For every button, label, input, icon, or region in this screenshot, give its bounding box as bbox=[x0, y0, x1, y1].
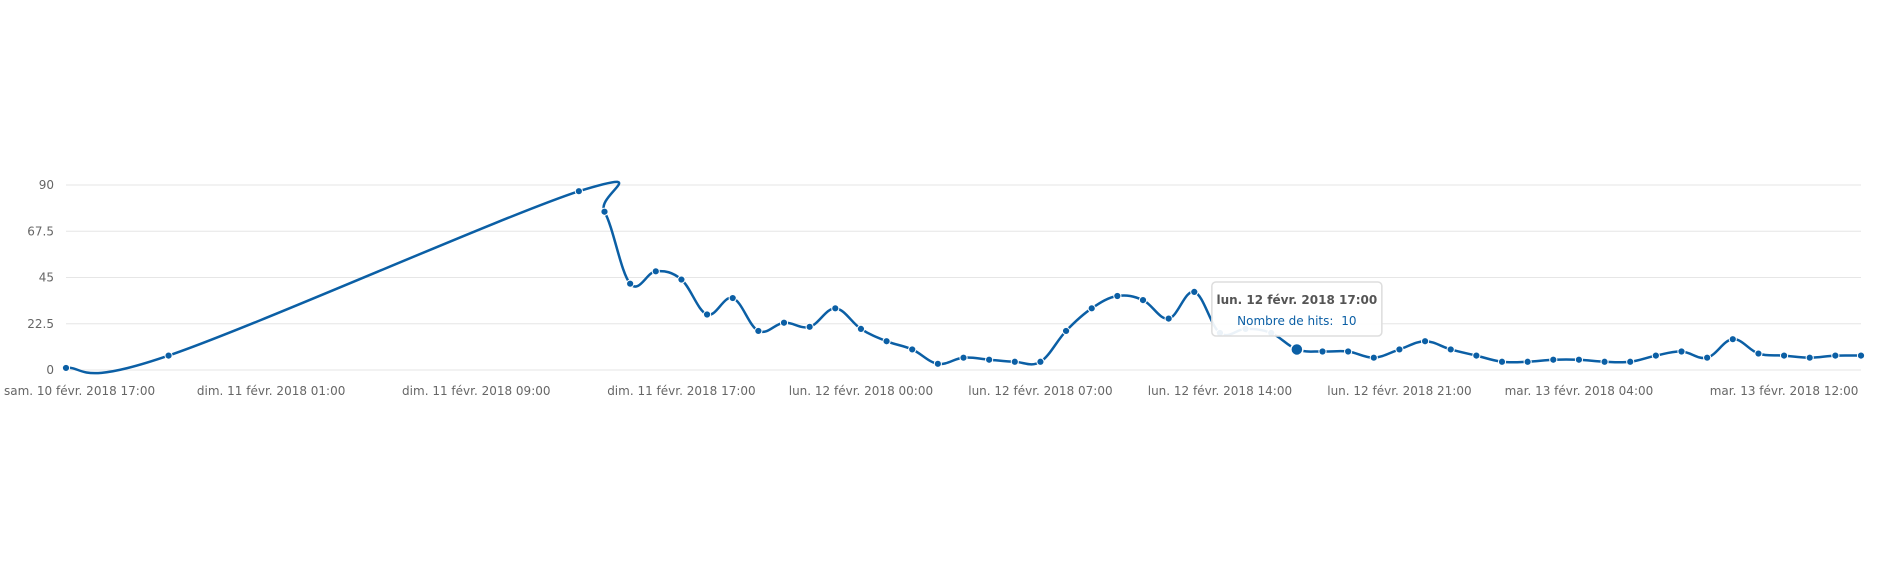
data-point[interactable] bbox=[985, 355, 994, 364]
x-tick-label: lun. 12 févr. 2018 00:00 bbox=[789, 384, 933, 398]
data-point[interactable] bbox=[754, 326, 763, 336]
data-point[interactable] bbox=[882, 337, 891, 346]
tooltip: lun. 12 févr. 2018 17:00 Nombre de hits:… bbox=[1211, 281, 1383, 337]
x-tick-label: mar. 13 févr. 2018 04:00 bbox=[1505, 384, 1654, 398]
data-point[interactable] bbox=[164, 351, 173, 360]
x-tick-label: lun. 12 févr. 2018 21:00 bbox=[1327, 384, 1471, 398]
x-tick-label: lun. 12 févr. 2018 14:00 bbox=[1148, 384, 1292, 398]
data-point[interactable] bbox=[1395, 345, 1404, 354]
data-point[interactable] bbox=[677, 275, 686, 284]
data-point[interactable] bbox=[1344, 347, 1353, 356]
data-point[interactable] bbox=[805, 322, 814, 331]
data-point[interactable] bbox=[1600, 357, 1609, 366]
data-point[interactable] bbox=[1754, 349, 1763, 358]
y-tick-label: 90 bbox=[39, 178, 54, 192]
data-point[interactable] bbox=[1061, 326, 1071, 336]
y-tick-label: 22.5 bbox=[27, 317, 54, 331]
data-point[interactable] bbox=[1164, 314, 1173, 323]
x-tick-label: dim. 11 févr. 2018 17:00 bbox=[607, 384, 755, 398]
data-point[interactable] bbox=[1677, 347, 1686, 356]
tooltip-series-label: Nombre de hits: bbox=[1237, 314, 1333, 328]
x-tick-label: sam. 10 févr. 2018 17:00 bbox=[4, 384, 155, 398]
data-point[interactable] bbox=[1651, 351, 1660, 360]
tooltip-title: lun. 12 févr. 2018 17:00 bbox=[1216, 293, 1377, 307]
data-point[interactable] bbox=[626, 279, 635, 288]
x-tick-label: dim. 11 févr. 2018 01:00 bbox=[197, 384, 345, 398]
data-point[interactable] bbox=[959, 353, 968, 362]
data-point[interactable] bbox=[1831, 351, 1840, 360]
data-point[interactable] bbox=[1523, 357, 1532, 366]
tooltip-value-number: 10 bbox=[1341, 314, 1356, 328]
data-point[interactable] bbox=[1113, 291, 1122, 301]
data-point[interactable] bbox=[856, 324, 866, 333]
series-points[interactable] bbox=[61, 187, 1866, 373]
grid-lines bbox=[66, 184, 1861, 371]
data-point[interactable] bbox=[574, 187, 583, 196]
data-point[interactable] bbox=[1010, 357, 1019, 366]
y-tick-label: 67.5 bbox=[27, 224, 54, 238]
data-point[interactable] bbox=[1446, 345, 1455, 354]
data-point[interactable] bbox=[908, 345, 917, 354]
x-axis-labels: sam. 10 févr. 2018 17:00 dim. 11 févr. 20… bbox=[4, 384, 1858, 398]
data-point[interactable] bbox=[728, 293, 737, 303]
x-tick-label: dim. 11 févr. 2018 09:00 bbox=[402, 384, 550, 398]
data-point[interactable] bbox=[600, 207, 609, 216]
data-point[interactable] bbox=[1549, 355, 1558, 364]
data-point[interactable] bbox=[1472, 351, 1481, 360]
x-tick-label: lun. 12 févr. 2018 07:00 bbox=[968, 384, 1112, 398]
data-point[interactable] bbox=[702, 310, 712, 319]
data-point[interactable] bbox=[1703, 353, 1712, 362]
data-point[interactable] bbox=[1420, 337, 1430, 346]
tooltip-value: Nombre de hits: 10 bbox=[1237, 314, 1356, 328]
data-point[interactable] bbox=[1369, 353, 1378, 362]
data-point[interactable] bbox=[1087, 304, 1096, 313]
data-point[interactable] bbox=[1497, 357, 1507, 366]
tooltip-box bbox=[1211, 281, 1383, 337]
data-point[interactable] bbox=[1728, 335, 1737, 344]
data-point[interactable] bbox=[1779, 351, 1789, 360]
y-tick-label: 45 bbox=[39, 271, 54, 285]
x-tick-label: mar. 13 févr. 2018 12:00 bbox=[1710, 384, 1859, 398]
data-point[interactable] bbox=[1574, 355, 1584, 364]
data-point[interactable] bbox=[1318, 347, 1327, 356]
data-point[interactable] bbox=[933, 359, 942, 368]
data-point[interactable] bbox=[1138, 296, 1148, 305]
y-axis-labels: 0 22.5 45 67.5 90 bbox=[27, 178, 54, 377]
data-point[interactable] bbox=[1856, 351, 1866, 360]
data-point[interactable] bbox=[831, 304, 840, 313]
data-point[interactable] bbox=[1036, 357, 1045, 366]
data-point-highlighted[interactable] bbox=[1290, 342, 1304, 357]
data-point[interactable] bbox=[651, 267, 660, 276]
data-point[interactable] bbox=[779, 318, 789, 327]
data-point[interactable] bbox=[1626, 357, 1635, 366]
data-point[interactable] bbox=[1805, 353, 1814, 362]
data-point[interactable] bbox=[61, 363, 71, 373]
y-tick-label: 0 bbox=[46, 363, 54, 377]
data-point[interactable] bbox=[1190, 287, 1199, 296]
